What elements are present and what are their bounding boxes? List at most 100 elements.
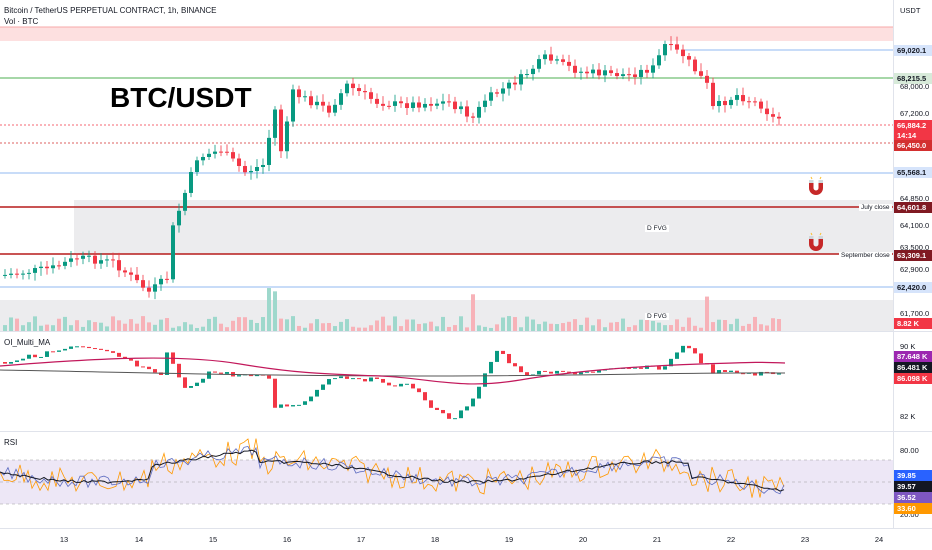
- candle-body: [45, 266, 49, 269]
- volume-bar: [81, 326, 85, 331]
- pane-divider[interactable]: [0, 431, 932, 432]
- supply-zone: [0, 27, 893, 41]
- oi-candle: [723, 370, 727, 372]
- price-pane[interactable]: Bitcoin / TetherUS PERPETUAL CONTRACT, 1…: [0, 0, 893, 331]
- candle-body: [165, 278, 169, 280]
- oi-candle: [93, 348, 97, 350]
- oi-candle: [249, 374, 253, 377]
- volume-bar: [195, 327, 199, 331]
- candle-body: [663, 44, 667, 56]
- candle-body: [501, 88, 505, 94]
- volume-bar: [567, 321, 571, 331]
- oi-candle: [453, 418, 457, 420]
- candle-body: [399, 101, 403, 104]
- september-close-tag: 63,309.1: [894, 250, 932, 261]
- candle-body: [219, 151, 223, 153]
- candle-body: [483, 100, 487, 107]
- volume-bar: [531, 319, 535, 331]
- volume-bar: [57, 318, 61, 331]
- candle-body: [657, 55, 661, 66]
- volume-bar: [357, 327, 361, 331]
- rsi-title[interactable]: RSI: [4, 438, 18, 447]
- volume-bar: [207, 318, 211, 331]
- oi-candle: [537, 370, 541, 375]
- oi-title[interactable]: OI_Multi_MA: [4, 338, 51, 347]
- pane-divider[interactable]: [0, 331, 932, 332]
- candle-body: [693, 59, 697, 72]
- volume-bar: [441, 316, 445, 331]
- oi-fast-ma: [0, 357, 786, 385]
- volume-bar: [675, 319, 679, 331]
- volume-bar: [405, 319, 409, 331]
- candle-body: [705, 75, 709, 83]
- volume-bar: [147, 322, 151, 331]
- candle-body: [183, 192, 187, 211]
- volume-bar: [513, 317, 517, 331]
- oi-candle: [711, 364, 715, 374]
- time-tick: 14: [134, 535, 144, 544]
- volume-bar: [399, 326, 403, 331]
- oi-candle: [237, 375, 241, 377]
- oi-candle: [687, 345, 691, 349]
- volume-bar: [33, 316, 37, 331]
- rsi-pane[interactable]: RSI: [0, 432, 893, 528]
- volume-bar: [387, 325, 391, 331]
- oi-tick: 82 K: [900, 412, 916, 421]
- oi-pane[interactable]: OI_Multi_MA: [0, 332, 893, 431]
- volume-bar: [759, 324, 763, 331]
- candle-body: [435, 103, 439, 106]
- candle-body: [237, 158, 241, 167]
- oi-candle: [291, 405, 295, 407]
- candle-body: [681, 49, 685, 57]
- oi-candle: [399, 383, 403, 387]
- candle-body: [327, 105, 331, 113]
- oi-candle: [27, 354, 31, 359]
- oi-candle: [369, 377, 373, 382]
- oi-candle: [57, 350, 61, 352]
- oi-candle: [387, 382, 391, 386]
- current-price-tag: 66,884.2: [894, 120, 932, 131]
- oi-candle: [201, 378, 205, 383]
- volume-bar: [723, 320, 727, 331]
- oi-candle: [207, 371, 211, 379]
- candle-body: [459, 106, 463, 110]
- oi-candle: [15, 360, 19, 362]
- volume-bar: [747, 323, 751, 331]
- volume-bar: [585, 317, 589, 331]
- candle-body: [141, 280, 145, 288]
- volume-bar: [213, 316, 217, 331]
- candle-body: [363, 91, 367, 93]
- candle-body: [279, 109, 283, 152]
- volume-bar: [39, 325, 43, 331]
- oi-candle: [21, 358, 25, 361]
- volume-bar: [291, 316, 295, 331]
- oi-candle: [693, 348, 697, 354]
- candle-body: [609, 70, 613, 74]
- oi-candle: [735, 370, 739, 374]
- candle-body: [333, 104, 337, 113]
- volume-bar: [273, 291, 277, 331]
- volume-bar: [477, 325, 481, 331]
- oi-candle: [597, 370, 601, 373]
- symbol-title[interactable]: Bitcoin / TetherUS PERPETUAL CONTRACT, 1…: [4, 6, 217, 15]
- oi-candle: [45, 351, 49, 357]
- volume-bar: [543, 321, 547, 331]
- volume-bar: [99, 322, 103, 331]
- volume-bar: [75, 320, 79, 331]
- volume-legend[interactable]: Vol · BTC: [4, 17, 39, 26]
- oi-chart: [0, 345, 786, 420]
- volume-bar: [465, 327, 469, 331]
- price-tag: 66,450.0: [894, 140, 932, 151]
- volume-bar: [771, 318, 775, 331]
- candle-body: [243, 166, 247, 173]
- price-chart: [0, 26, 893, 331]
- candle-body: [213, 151, 217, 154]
- oi-candle: [645, 365, 649, 369]
- volume-bar: [21, 325, 25, 331]
- price-tick: 64,100.0: [900, 221, 930, 230]
- candle-body: [51, 265, 55, 269]
- oi-candle: [429, 400, 433, 408]
- candle-body: [303, 96, 307, 98]
- volume-bar: [225, 327, 229, 331]
- chart-title-text: BTC/USDT: [110, 82, 252, 113]
